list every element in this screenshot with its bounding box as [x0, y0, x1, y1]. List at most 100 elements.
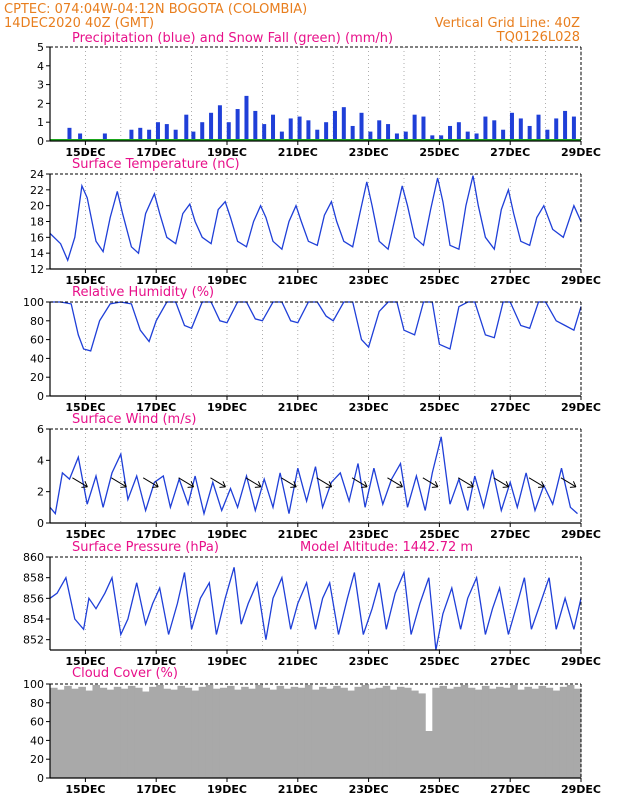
wind-arrow-head [538, 481, 545, 488]
header-line2-left: 14DEC2020 40Z (GMT) [4, 16, 154, 31]
cloud-bar [219, 687, 228, 778]
wind-arrow-shaft [178, 477, 194, 488]
pressure-ytick-label: 854 [23, 613, 44, 626]
humidity-xtick-label: 25DEC [419, 401, 459, 414]
cloud-bar [453, 686, 462, 778]
cloud-cover-panel: Cloud Cover (%) 0 20 40 60 80 100 15DEC 17DEC 19… [23, 666, 601, 796]
cloud-bar [411, 690, 419, 778]
cloud-bar [170, 689, 178, 778]
cloud-bar [184, 687, 193, 778]
precip-bar [527, 125, 532, 141]
cloud-bar [71, 688, 79, 778]
wind-arrow-head [569, 481, 577, 488]
precip-bar [492, 120, 497, 141]
precip-bar [67, 127, 72, 141]
cloud-bar [85, 690, 93, 778]
pressure-ytick-label: 858 [23, 572, 44, 585]
precip-bar [474, 133, 479, 141]
cloud-bar [269, 689, 278, 778]
precip-bar [483, 116, 488, 141]
cloud-bar [446, 688, 455, 778]
cloud-bar [552, 690, 561, 778]
header-line3-right: TQ0126L028 [496, 30, 580, 45]
cloud-bar [354, 686, 363, 778]
precip-bar [403, 131, 408, 141]
cloud-bar [78, 686, 86, 778]
precipitation-xtick-label: 19DEC [207, 146, 247, 159]
wind-arrow-head [187, 481, 195, 488]
cloud-cover-xtick-label: 25DEC [419, 783, 459, 796]
precip-bar [368, 131, 373, 141]
pressure-xtick-label: 27DEC [490, 655, 530, 668]
temperature-ytick-label: 18 [30, 216, 44, 229]
precip-bar [412, 114, 417, 141]
cloud-bar [205, 684, 214, 778]
temperature-ytick-label: 22 [30, 184, 44, 197]
precip-bar [191, 131, 196, 141]
cloud-bar [234, 689, 242, 778]
cloud-bar [227, 685, 235, 778]
cloud-cover-xtick-label: 17DEC [136, 783, 176, 796]
wind-arrow-head [219, 481, 226, 488]
precip-bar [501, 129, 506, 141]
precipitation-ytick-label: 4 [37, 60, 44, 73]
cloud-bar [488, 688, 497, 778]
humidity-xtick-label: 23DEC [349, 401, 389, 414]
precipitation-xtick-label: 25DEC [419, 146, 459, 159]
pressure-ytick-label: 852 [23, 634, 44, 647]
precip-bar [306, 120, 311, 141]
cloud-bar [212, 688, 221, 778]
precip-bar [235, 109, 240, 141]
precip-bar [518, 118, 523, 141]
pressure-ytick-label: 860 [23, 551, 44, 564]
wind-arrow-shaft [493, 477, 509, 488]
humidity-ytick-label: 0 [37, 390, 44, 403]
precip-bar [545, 129, 550, 141]
humidity-title: Relative Humidity (%) [72, 285, 214, 300]
pressure-series-line [49, 567, 582, 651]
precip-bar [386, 124, 391, 141]
wind-xtick-label: 27DEC [490, 528, 530, 541]
precip-bar [448, 125, 453, 141]
cloud-bar [134, 687, 143, 778]
cloud-bar [496, 686, 504, 778]
precipitation-xtick-label: 27DEC [490, 146, 530, 159]
cloud-bar [382, 685, 391, 778]
wind-ytick-label: 6 [37, 423, 44, 436]
wind-title: Surface Wind (m/s) [72, 412, 196, 427]
cloud-cover-xtick-label: 23DEC [349, 783, 389, 796]
cloud-cover-ytick-label: 80 [30, 697, 44, 710]
precip-bar [155, 122, 160, 141]
temperature-ytick-label: 20 [30, 200, 44, 213]
precipitation-ytick-label: 5 [37, 41, 44, 54]
humidity-ytick-label: 80 [30, 315, 44, 328]
wind-ytick-label: 0 [37, 517, 44, 530]
cloud-bar [538, 685, 547, 778]
precip-bar [288, 118, 293, 141]
cloud-bar [262, 687, 270, 778]
temperature-xtick-label: 17DEC [136, 274, 176, 287]
cloud-cover-ytick-label: 20 [30, 753, 44, 766]
precip-bar [571, 116, 576, 141]
cloud-bar [198, 686, 207, 778]
wind-arrow-head [120, 481, 127, 488]
cloud-bar [50, 687, 58, 778]
cloud-bar [149, 686, 157, 778]
precipitation-xtick-label: 17DEC [136, 146, 176, 159]
temperature-ytick-label: 24 [30, 168, 44, 181]
precip-bar [297, 116, 302, 141]
cloud-bar [177, 685, 186, 778]
wind-xtick-label: 21DEC [278, 528, 318, 541]
temperature-xtick-label: 27DEC [490, 274, 530, 287]
precip-bar [102, 133, 107, 141]
cloud-bar [283, 688, 292, 778]
precipitation-ytick-label: 0 [37, 135, 44, 148]
cloud-bar [290, 686, 299, 778]
precip-bar [244, 95, 249, 141]
pressure-ytick-label: 856 [23, 592, 44, 605]
wind-arrow-shaft [316, 477, 332, 488]
cloud-bar [467, 687, 476, 778]
cloud-bar [64, 685, 72, 778]
cloud-bar [503, 687, 511, 778]
wind-arrow-shaft [528, 477, 545, 488]
